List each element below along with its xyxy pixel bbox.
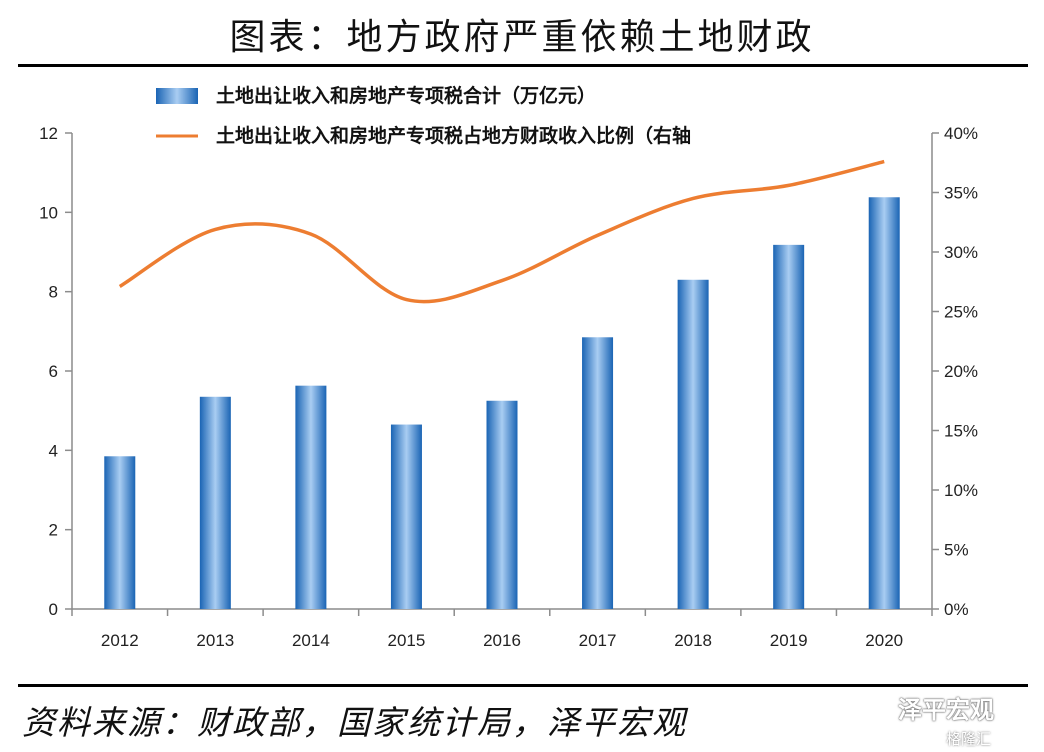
bottom-rule <box>18 684 1028 687</box>
chart-title: 图表：地方政府严重依赖土地财政 <box>229 17 815 58</box>
bar <box>486 400 518 609</box>
x-tick-label: 2016 <box>483 631 521 650</box>
bar <box>582 337 614 609</box>
line-series <box>118 159 885 304</box>
top-rule <box>18 64 1028 67</box>
bar <box>677 279 709 609</box>
x-tick-label: 2013 <box>196 631 234 650</box>
left-tick-label: 4 <box>49 441 58 460</box>
x-tick-label: 2019 <box>770 631 808 650</box>
source-note: 资料来源：财政部，国家统计局，泽平宏观 <box>22 703 687 742</box>
right-tick-label: 40% <box>944 124 978 143</box>
legend-bar-swatch <box>156 88 198 104</box>
left-tick-label: 10 <box>39 203 58 222</box>
bar <box>773 244 805 610</box>
x-tick-label: 2020 <box>865 631 903 650</box>
x-tick-label: 2018 <box>674 631 712 650</box>
brand-name: 泽平宏观 <box>898 696 994 724</box>
legend-line-label: 土地出让收入和房地产专项税占地方财政收入比例（右轴 <box>216 124 691 147</box>
right-tick-label: 10% <box>944 481 978 500</box>
wechat-icon <box>859 695 890 719</box>
bar <box>104 456 136 609</box>
x-tick-label: 2012 <box>101 631 139 650</box>
bar <box>868 197 900 609</box>
x-tick-label: 2014 <box>292 631 330 650</box>
legend: 土地出让收入和房地产专项税合计（万亿元） 土地出让收入和房地产专项税占地方财政收… <box>156 84 691 147</box>
brand-label: 泽平宏观 <box>858 690 994 725</box>
combo-chart: 土地出让收入和房地产专项税合计（万亿元） 土地出让收入和房地产专项税占地方财政收… <box>39 84 978 650</box>
right-tick-label: 30% <box>944 243 978 262</box>
bar <box>295 385 327 609</box>
left-tick-label: 2 <box>49 521 58 540</box>
x-tick-label: 2017 <box>579 631 617 650</box>
right-tick-label: 0% <box>944 600 969 619</box>
left-tick-label: 8 <box>49 283 58 302</box>
left-tick-label: 12 <box>39 124 58 143</box>
right-tick-label: 35% <box>944 184 978 203</box>
left-tick-label: 0 <box>49 600 58 619</box>
x-tick-label: 2015 <box>388 631 426 650</box>
axes: 0 2 4 6 8 10 12 0% 5% 10% 15% 20% 25% 30% 35% 40% 2012 20… <box>39 124 978 650</box>
bar-series <box>104 197 900 610</box>
ratio-line <box>118 159 885 304</box>
bar <box>199 396 231 609</box>
legend-bar-label: 土地出让收入和房地产专项税合计（万亿元） <box>216 84 596 107</box>
watermark: 格隆汇 <box>946 730 992 748</box>
right-tick-label: 20% <box>944 362 978 381</box>
right-tick-label: 25% <box>944 303 978 322</box>
right-tick-label: 5% <box>944 541 969 560</box>
left-tick-label: 6 <box>49 362 58 381</box>
bar <box>390 424 422 609</box>
right-tick-label: 15% <box>944 422 978 441</box>
